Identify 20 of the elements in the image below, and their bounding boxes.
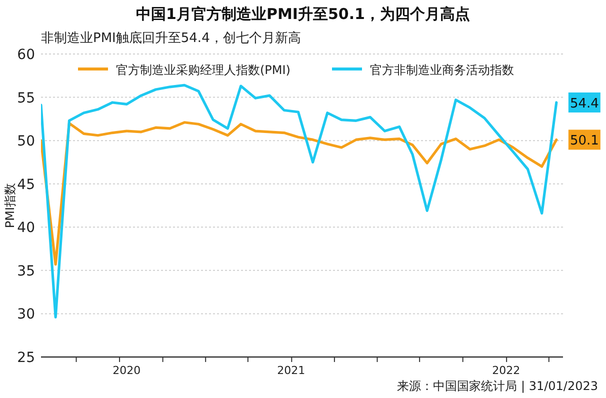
y-tick-label: 55 (17, 90, 35, 106)
legend-label: 官方制造业采购经理人指数(PMI) (116, 63, 290, 77)
data-label: 54.4 (570, 96, 599, 112)
y-tick-label: 35 (17, 263, 35, 280)
y-axis-title: PMI指数 (3, 182, 17, 228)
data-label: 50.1 (570, 134, 599, 149)
source-note: 来源：中国国家统计局 | 31/01/2023 (397, 379, 598, 393)
y-tick-label: 30 (17, 306, 35, 323)
y-tick-label: 50 (17, 134, 35, 150)
x-tick-label: 2021 (277, 364, 306, 377)
legend-label: 官方非制造业商务活动指数 (370, 63, 514, 77)
y-tick-label: 25 (17, 350, 35, 366)
line-series (41, 84, 558, 318)
y-tick-label: 60 (17, 47, 35, 63)
x-tick-label: 2022 (492, 364, 520, 377)
x-tick-label: 2020 (112, 364, 141, 377)
y-tick-label: 45 (17, 176, 35, 193)
y-tick-label: 40 (17, 220, 35, 236)
chart-title: 中国1月官方制造业PMI升至50.1，为四个月高点 (136, 5, 470, 23)
chart-subtitle: 非制造业PMI触底回升至54.4，创七个月新高 (41, 30, 301, 46)
